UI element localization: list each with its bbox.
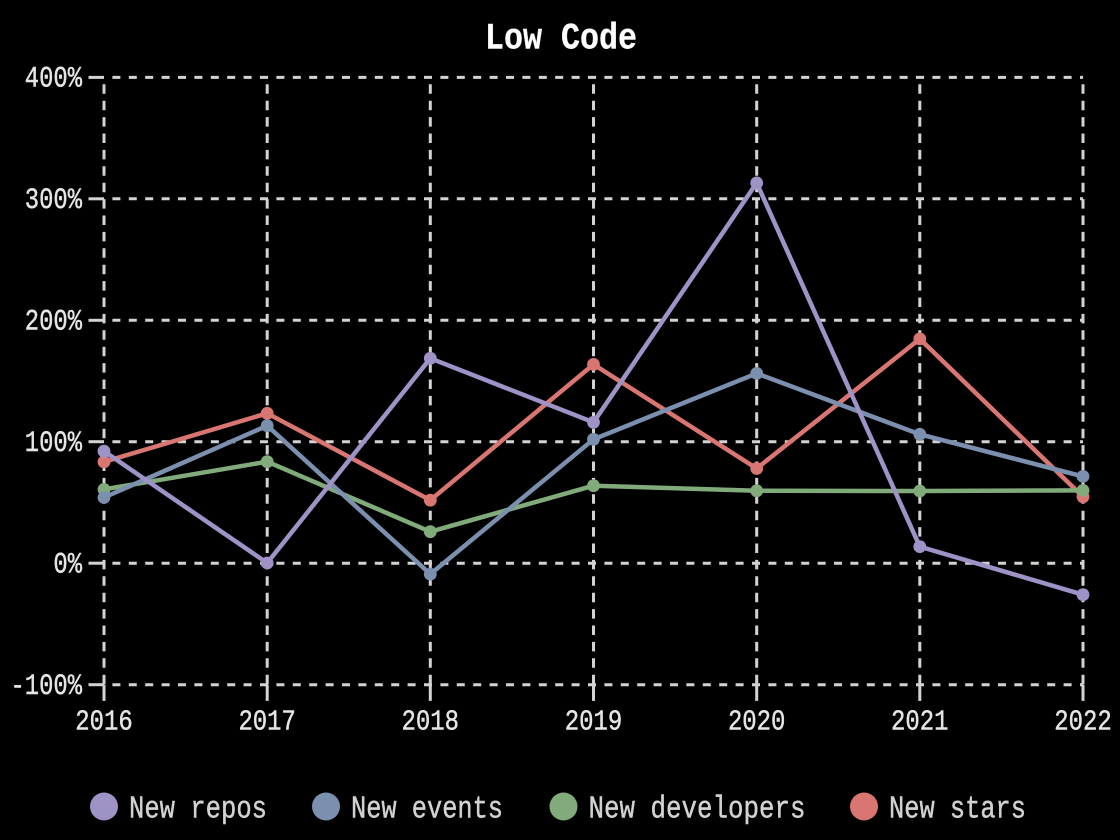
svg-text:Low Code: Low Code <box>485 19 637 61</box>
svg-text:2018: 2018 <box>402 706 460 739</box>
svg-text:200%: 200% <box>25 305 82 339</box>
svg-text:300%: 300% <box>25 183 82 217</box>
svg-text:New repos: New repos <box>129 793 267 828</box>
svg-text:-100%: -100% <box>11 669 83 703</box>
svg-text:2016: 2016 <box>75 706 133 739</box>
svg-text:2020: 2020 <box>728 706 786 739</box>
svg-text:2019: 2019 <box>565 706 623 739</box>
svg-text:400%: 400% <box>25 62 82 96</box>
svg-text:New stars: New stars <box>889 793 1026 828</box>
svg-text:2021: 2021 <box>891 706 949 739</box>
svg-text:New developers: New developers <box>589 793 806 828</box>
svg-text:100%: 100% <box>25 426 82 460</box>
svg-text:2017: 2017 <box>238 706 296 739</box>
svg-text:0%: 0% <box>53 548 82 582</box>
svg-text:2022: 2022 <box>1054 706 1112 739</box>
svg-text:New events: New events <box>351 793 503 828</box>
